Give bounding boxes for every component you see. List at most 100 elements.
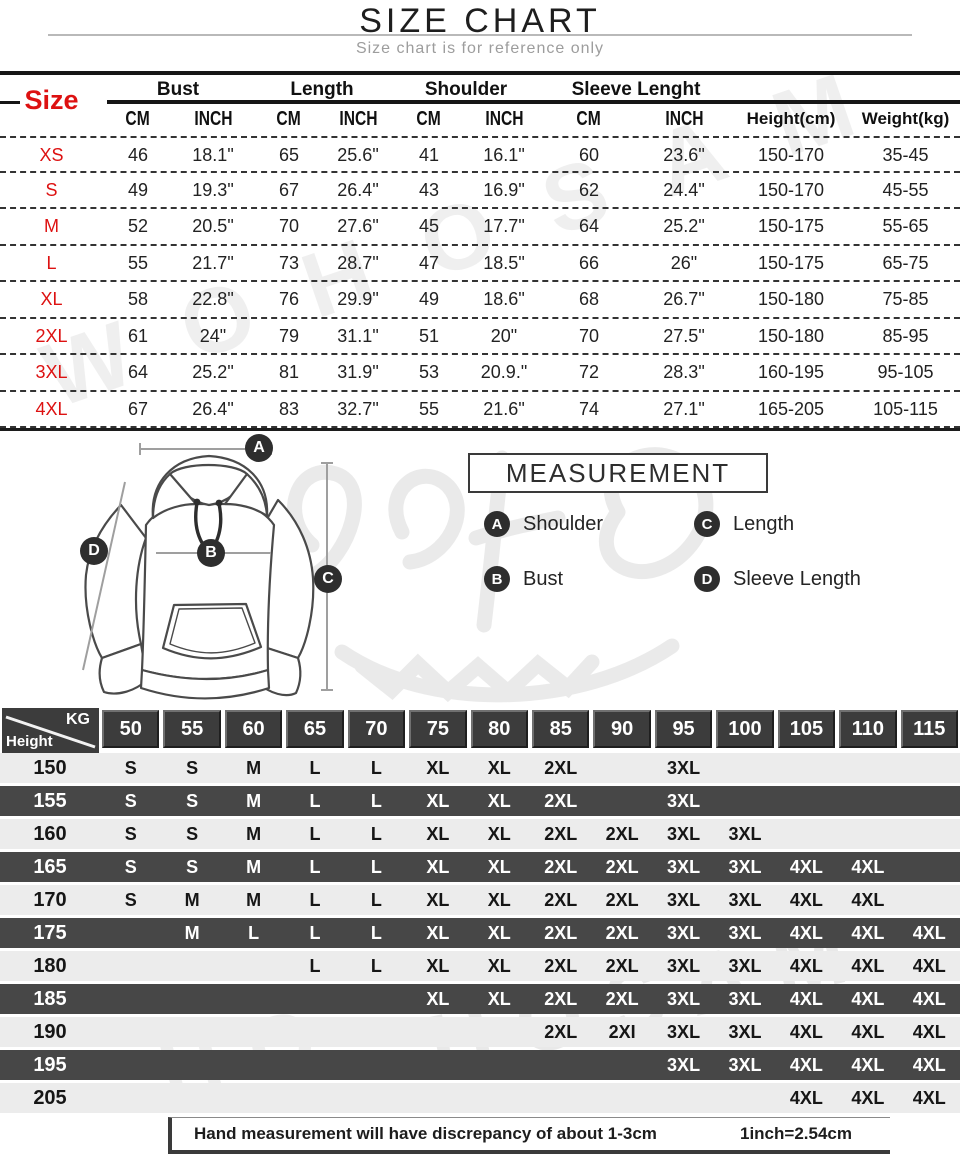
legend-d-label: Sleeve Length	[733, 568, 861, 590]
size-label: S	[45, 179, 58, 200]
matrix-size-cell: L	[370, 857, 382, 877]
size-subheader-label: INCH	[193, 108, 233, 130]
matrix-height-label: 170	[33, 889, 67, 911]
size-value: 27.1"	[663, 398, 705, 419]
matrix-kg-header-cell: 100	[716, 710, 774, 748]
matrix-row: 160 S S M L L XL XL 2XL 2XL 3XL 3XL	[0, 819, 960, 849]
matrix-size-cell: XL	[426, 956, 450, 976]
matrix-size-cell: XL	[487, 758, 511, 778]
matrix-size-cell: 4XL	[789, 857, 823, 877]
size-value: 64	[578, 216, 600, 236]
matrix-size-cell: 3XL	[667, 1022, 701, 1042]
matrix-size-cell: S	[124, 791, 137, 811]
matrix-size-cell: 3XL	[728, 890, 762, 910]
size-subheader-spacer	[0, 103, 103, 135]
matrix-size-cell: 3XL	[728, 956, 762, 976]
matrix-size-cell	[469, 1050, 530, 1080]
size-value: 21.6"	[483, 398, 525, 419]
matrix-size-cell	[407, 1083, 468, 1113]
matrix-height-label: 175	[33, 922, 67, 944]
size-subheader: INCH	[637, 103, 731, 135]
matrix-height-label: 185	[33, 988, 67, 1010]
matrix-size-cell	[100, 951, 161, 981]
matrix-row: 205 4XL 4XL 4XL	[0, 1083, 960, 1113]
size-value: 165-205	[757, 398, 825, 419]
matrix-size-cell	[100, 1083, 161, 1113]
matrix-kg-header-cell: 70	[347, 710, 406, 748]
matrix-size-cell	[776, 819, 837, 849]
matrix-size-cell: 2XL	[544, 824, 578, 844]
size-subheader: Height(cm)	[731, 103, 851, 135]
column-group-sleeve: Sleeve Lenght	[571, 79, 701, 100]
column-group-shoulder: Shoulder	[424, 79, 508, 100]
marker-a-icon: A	[245, 434, 273, 462]
size-value: 46	[127, 145, 149, 165]
matrix-height-label: 160	[33, 823, 67, 845]
size-value: 31.9"	[337, 362, 379, 382]
matrix-kg-header-cell: 60	[224, 710, 283, 748]
size-value: 75-85	[882, 289, 929, 309]
matrix-size-cell	[161, 1083, 222, 1113]
matrix-size-cell: 4XL	[851, 923, 885, 943]
marker-d-icon: D	[80, 537, 108, 565]
size-value: 21.7"	[192, 252, 234, 273]
matrix-corner-height-label: Height	[6, 733, 53, 750]
marker-b-icon: B	[197, 539, 225, 567]
size-column-label: Size	[24, 85, 79, 115]
matrix-corner-cell: KG Height	[2, 708, 99, 753]
matrix-size-cell: 2XL	[605, 956, 639, 976]
matrix-size-cell: XL	[487, 857, 511, 877]
size-subheader: INCH	[325, 103, 391, 135]
matrix-size-cell	[837, 753, 898, 783]
matrix-size-cell: 4XL	[912, 1055, 946, 1075]
matrix-size-cell: M	[246, 857, 262, 877]
size-value: 65-75	[882, 252, 929, 273]
size-subheader-label: CM	[125, 108, 151, 130]
matrix-size-cell	[714, 1083, 775, 1113]
matrix-size-cell	[223, 1050, 284, 1080]
size-value: 26.4"	[337, 179, 379, 200]
matrix-size-cell	[223, 951, 284, 981]
size-subheader-label: CM	[276, 108, 302, 130]
matrix-size-cell: L	[309, 791, 321, 811]
matrix-size-cell	[591, 1083, 652, 1113]
size-value: 23.6"	[663, 145, 705, 165]
size-value: 28.3"	[663, 362, 705, 382]
matrix-size-cell: S	[186, 857, 199, 877]
matrix-size-cell: 4XL	[851, 1055, 885, 1075]
size-table-body: XS 46 18.1" 65 25.6" 41 16.1" 60 23.6" 150-170 35-…	[0, 136, 960, 428]
matrix-size-cell: XL	[426, 857, 450, 877]
matrix-size-cell: 3XL	[728, 1022, 762, 1042]
matrix-size-cell: 4XL	[912, 923, 946, 943]
matrix-row: 190 2XL 2XI 3XL 3XL 4XL 4XL 4XL	[0, 1017, 960, 1047]
matrix-size-cell: 3XL	[728, 1055, 762, 1075]
matrix-size-cell: 2XL	[544, 923, 578, 943]
size-value: 25.2"	[663, 216, 705, 236]
matrix-size-cell	[284, 984, 345, 1014]
matrix-height-label: 150	[33, 757, 67, 779]
matrix-height-label: 155	[33, 790, 67, 812]
matrix-size-cell: 2XL	[544, 791, 578, 811]
matrix-size-cell: 2XL	[605, 989, 639, 1009]
matrix-size-cell: 2XL	[544, 890, 578, 910]
matrix-size-cell	[223, 984, 284, 1014]
matrix-size-cell: 4XL	[912, 989, 946, 1009]
size-table-row: L 55 21.7" 73 28.7" 47 18.5" 66 26" 150-175 65-75	[0, 246, 960, 282]
matrix-size-cell: 4XL	[789, 923, 823, 943]
size-subheader: CM	[253, 103, 325, 135]
matrix-size-cell: L	[370, 956, 382, 976]
legend-c-icon: C	[694, 511, 720, 537]
size-value: 60	[578, 145, 600, 165]
matrix-size-cell	[591, 753, 652, 783]
size-value: 18.5"	[483, 252, 525, 273]
size-table-row: XS 46 18.1" 65 25.6" 41 16.1" 60 23.6" 150-170 35-…	[0, 136, 960, 173]
size-value: 81	[278, 362, 300, 382]
matrix-size-cell	[530, 1083, 591, 1113]
size-table-row: 2XL 61 24" 79 31.1" 51 20" 70 27.5" 150-180 85-95	[0, 319, 960, 355]
matrix-size-cell: 3XL	[667, 758, 701, 778]
column-group-length: Length	[290, 79, 354, 100]
size-label: XS	[39, 145, 64, 165]
matrix-size-cell: XL	[487, 956, 511, 976]
matrix-size-cell	[407, 1050, 468, 1080]
size-value: 31.1"	[337, 325, 379, 346]
